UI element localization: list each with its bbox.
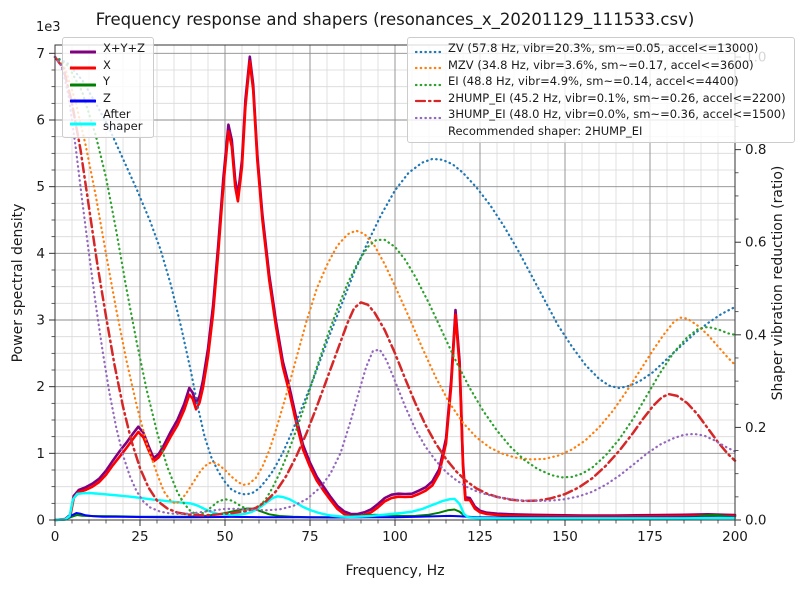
legend-footer-spacer: [415, 128, 441, 134]
legend-psd: X+Y+Z X Y Z After shaper: [62, 37, 155, 138]
y-left-tick-label: 1: [36, 446, 45, 462]
y-left-tick-label: 3: [36, 313, 45, 329]
legend-item: X: [69, 57, 145, 72]
legend-swatch: [414, 79, 442, 86]
legend-item: MZV (34.8 Hz, vibr=3.6%, sm~=0.17, accel…: [414, 57, 786, 72]
legend-line-sample: [69, 122, 97, 125]
x-tick-label: 200: [722, 529, 748, 545]
x-axis-label: Frequency, Hz: [345, 563, 445, 579]
legend-item-label: EI (48.8 Hz, vibr=4.9%, sm~=0.14, accel<…: [448, 74, 739, 88]
y-right-tick-label: 0.4: [745, 327, 766, 343]
chart-title: Frequency response and shapers (resonanc…: [95, 10, 695, 29]
series-3hump-ei: [53, 55, 737, 516]
y-axis-right-label: Shaper vibration reduction (ratio): [770, 165, 786, 401]
legend-item: Z: [69, 90, 145, 105]
legend-swatch: [69, 118, 97, 125]
y-axis-left-label: Power spectral density: [10, 203, 26, 363]
legend-line-sample: [414, 83, 442, 86]
legend-item: X+Y+Z: [69, 41, 146, 55]
y-left-tick-label: 4: [36, 246, 45, 262]
y-right-tick-label: 0.2: [745, 420, 766, 436]
legend-swatch: [414, 46, 442, 53]
legend-line-sample: [69, 99, 97, 103]
x-tick-label: 125: [467, 529, 493, 545]
y-right-tick-label: 0.0: [745, 513, 766, 529]
y-left-tick-label: 5: [36, 179, 45, 195]
y-left-tick-label: 6: [36, 113, 45, 129]
y-right-tick-label: 0.8: [745, 142, 766, 158]
series-zv: [53, 55, 737, 496]
legend-item-label: ZV (57.8 Hz, vibr=20.3%, sm~=0.05, accel…: [448, 41, 759, 55]
x-tick-label: 175: [637, 529, 663, 545]
legend-item-label: Z: [103, 90, 111, 105]
y-left-tick-label: 0: [36, 513, 45, 529]
legend-item: Y: [69, 74, 145, 88]
legend-swatch: [69, 46, 97, 54]
legend-item-label: 3HUMP_EI (48.0 Hz, vibr=0.0%, sm~=0.36, …: [448, 107, 786, 121]
legend-item-label: MZV (34.8 Hz, vibr=3.6%, sm~=0.17, accel…: [448, 57, 754, 72]
legend-item-label: X: [103, 57, 111, 72]
legend-item: 2HUMP_EI (45.2 Hz, vibr=0.1%, sm~=0.26, …: [414, 90, 786, 105]
x-tick-label: 75: [301, 529, 318, 545]
recommended-shaper-text: Recommended shaper: 2HUMP_EI: [448, 123, 643, 138]
legend-line-sample: [69, 66, 97, 70]
legend-swatch: [414, 95, 442, 103]
legend-line-sample: [414, 50, 442, 53]
series-2hump-ei: [53, 55, 737, 517]
legend-swatch: [69, 95, 97, 103]
x-tick-label: 25: [131, 529, 148, 545]
legend-line-sample: [69, 83, 97, 87]
y-axis-offset-label: 1e3: [36, 20, 61, 35]
legend-item: ZV (57.8 Hz, vibr=20.3%, sm~=0.05, accel…: [414, 41, 786, 55]
series-after-shaper: [53, 491, 737, 522]
legend-shapers: ZV (57.8 Hz, vibr=20.3%, sm~=0.05, accel…: [407, 37, 795, 143]
x-tick-label: 100: [382, 529, 408, 545]
x-tick-label: 150: [552, 529, 578, 545]
legend-line-sample: [414, 67, 442, 70]
legend-line-sample: [414, 116, 442, 119]
legend-swatch: [69, 79, 97, 87]
legend-item-label: 2HUMP_EI (45.2 Hz, vibr=0.1%, sm~=0.26, …: [448, 90, 786, 105]
legend-line-sample: [414, 100, 442, 103]
series-ei: [53, 55, 737, 516]
x-tick-label: 50: [216, 529, 233, 545]
legend-item-label: Y: [103, 74, 111, 88]
series-mzv: [53, 55, 737, 505]
y-left-tick-label: 2: [36, 379, 45, 395]
legend-swatch: [414, 62, 442, 70]
legend-item: After shaper: [69, 107, 145, 133]
legend-swatch: [69, 62, 97, 70]
x-tick-label: 0: [51, 529, 60, 545]
y-left-tick-label: 7: [36, 46, 45, 62]
legend-item: 3HUMP_EI (48.0 Hz, vibr=0.0%, sm~=0.36, …: [414, 107, 786, 121]
legend-item-label: After shaper: [103, 107, 143, 133]
y-right-tick-label: 0.6: [745, 235, 766, 251]
legend-footer: Recommended shaper: 2HUMP_EI: [415, 123, 786, 138]
legend-swatch: [414, 112, 442, 119]
legend-item: EI (48.8 Hz, vibr=4.9%, sm~=0.14, accel<…: [414, 74, 786, 88]
legend-item-label: X+Y+Z: [103, 41, 146, 55]
legend-line-sample: [69, 50, 97, 54]
